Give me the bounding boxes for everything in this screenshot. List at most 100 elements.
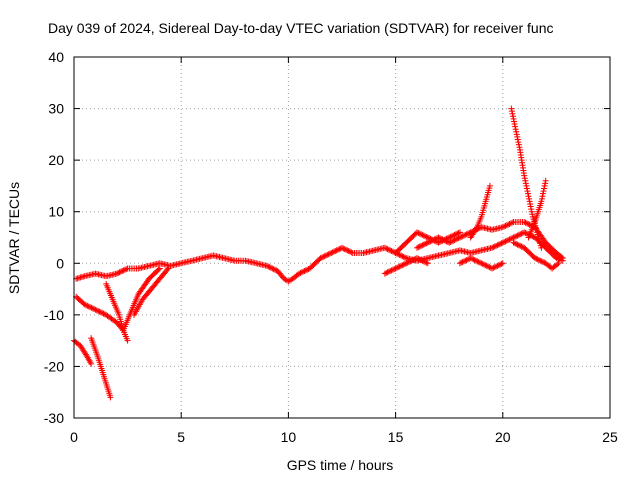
data-point	[458, 259, 465, 266]
data-point	[446, 234, 453, 241]
data-point	[542, 180, 549, 187]
data-point	[506, 220, 513, 227]
data-point	[328, 249, 335, 256]
data-point	[416, 230, 423, 237]
data-point	[435, 234, 442, 241]
data-point	[514, 241, 521, 248]
data-point	[506, 236, 513, 243]
x-tick-label: 25	[602, 429, 618, 445]
data-point	[498, 240, 505, 247]
data-point	[509, 110, 516, 117]
data-point	[270, 266, 277, 273]
data-point	[502, 238, 509, 245]
data-point	[454, 230, 461, 237]
data-point	[537, 257, 544, 264]
data-point	[479, 260, 486, 267]
data-point	[420, 258, 427, 265]
data-point	[468, 255, 475, 262]
data-point	[491, 243, 498, 250]
data-point	[155, 266, 162, 273]
tick-marks	[73, 56, 611, 419]
data-point	[522, 229, 529, 236]
y-tick-label: 0	[56, 255, 64, 271]
data-point	[499, 224, 506, 231]
data-point	[419, 231, 426, 238]
data-point	[540, 190, 546, 197]
data-point	[419, 242, 426, 249]
y-tick-label: -30	[44, 410, 64, 426]
data-point	[458, 233, 465, 240]
data-point	[341, 246, 348, 253]
data-point	[329, 249, 336, 256]
data-point	[447, 233, 454, 240]
data-point	[489, 265, 496, 272]
data-point	[396, 263, 403, 270]
data-point	[99, 309, 106, 316]
data-point	[422, 240, 429, 247]
data-point	[512, 126, 519, 133]
data-point	[115, 269, 122, 276]
data-point	[347, 248, 354, 255]
data-point	[391, 249, 398, 256]
series-spike-track-c	[525, 177, 549, 241]
data-point	[87, 304, 94, 311]
data-point	[523, 185, 530, 192]
data-point	[510, 234, 517, 241]
data-point	[456, 260, 463, 267]
data-point	[514, 133, 521, 140]
data-point	[497, 240, 504, 247]
data-point	[383, 269, 390, 276]
data-point	[538, 195, 545, 202]
data-point	[495, 262, 502, 269]
y-axis-label: SDTVAR / TECUs	[6, 182, 22, 294]
data-point	[463, 231, 470, 238]
data-point	[521, 229, 528, 236]
data-point	[424, 234, 431, 241]
x-tick-label: 15	[388, 429, 404, 445]
series-main-trace	[73, 229, 566, 285]
x-tick-label: 0	[70, 429, 78, 445]
data-point	[432, 238, 439, 245]
data-point	[414, 244, 421, 251]
data-point	[100, 310, 107, 317]
data-point	[452, 236, 459, 243]
data-point	[384, 269, 391, 276]
data-point	[344, 247, 351, 254]
data-point	[464, 230, 471, 237]
data-point	[499, 260, 506, 267]
data-point	[454, 235, 461, 242]
data-point	[473, 225, 480, 232]
data-point	[521, 219, 528, 226]
data-point	[97, 309, 104, 316]
data-point	[501, 239, 508, 246]
data-point	[524, 190, 531, 197]
chart-title: Day 039 of 2024, Sidereal Day-to-day VTE…	[48, 20, 554, 36]
data-point	[459, 258, 466, 265]
data-point	[522, 180, 529, 187]
data-point	[515, 139, 522, 146]
data-point	[513, 240, 520, 247]
series-recovery-track-c	[131, 265, 172, 318]
data-point	[389, 266, 396, 273]
data-point	[528, 206, 535, 213]
data-point	[424, 260, 431, 267]
data-point	[436, 239, 443, 246]
data-point	[393, 264, 400, 271]
data-point	[470, 256, 477, 263]
data-point	[451, 231, 458, 238]
data-point	[387, 268, 394, 275]
data-points	[71, 105, 566, 401]
data-point	[510, 115, 517, 122]
data-point	[304, 266, 311, 273]
data-point	[451, 237, 458, 244]
data-point	[81, 301, 88, 308]
data-point	[392, 265, 399, 272]
data-point	[88, 360, 95, 367]
data-point	[447, 239, 454, 246]
data-point	[120, 267, 127, 274]
data-point	[298, 269, 305, 276]
data-point	[296, 270, 303, 277]
data-point	[164, 266, 171, 273]
data-point	[502, 222, 509, 229]
data-point	[267, 264, 274, 271]
